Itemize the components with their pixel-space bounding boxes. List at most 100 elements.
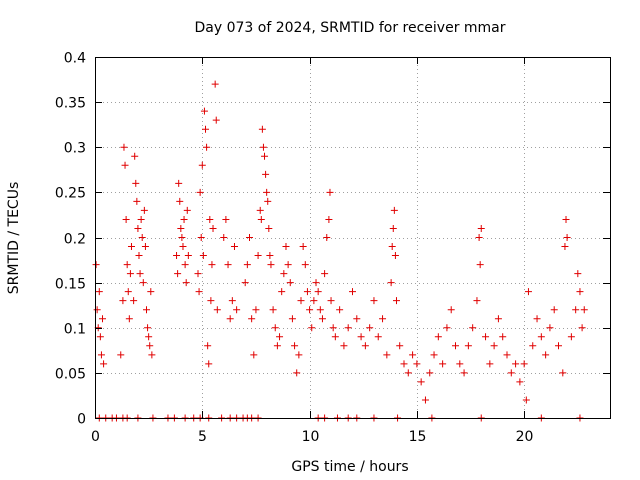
data-point [184,252,192,260]
data-point [134,224,142,232]
data-point [119,297,127,305]
data-point [177,224,185,232]
data-point [222,215,230,223]
data-point [572,306,580,314]
data-point [327,297,335,305]
data-point [299,243,307,251]
x-tick-label: 15 [409,429,427,445]
plot-frame [95,57,611,419]
data-point [331,333,339,341]
data-point [297,297,305,305]
data-point [228,297,236,305]
data-point [308,324,316,332]
data-point [203,143,211,151]
data-point [146,342,154,350]
y-tick-label: 0.4 [64,51,86,67]
data-point [561,243,569,251]
data-point [291,342,299,350]
data-point [267,261,275,269]
y-axis-label: SRMTID / TECUs [6,182,22,295]
x-axis-label: GPS time / hours [291,459,408,475]
data-point [262,170,270,178]
data-point [563,234,571,241]
data-point [391,252,399,260]
data-point [396,342,404,350]
data-point [310,297,318,305]
y-tick-label: 0.15 [55,277,86,293]
data-point [475,234,483,241]
data-point [430,351,438,359]
data-point [421,396,429,404]
y-tick-label: 0 [77,412,86,428]
data-point [199,252,207,260]
data-point [121,161,129,169]
data-point [336,306,344,314]
data-point [370,297,378,305]
data-point [261,152,269,160]
data-point [212,116,220,124]
data-point [256,206,264,214]
data-points [92,80,588,422]
data-point [460,369,468,377]
data-point [263,188,271,196]
data-point [257,215,265,223]
data-point [125,315,133,323]
data-point [434,333,442,341]
data-point [490,342,498,350]
data-point [226,315,234,323]
data-point [293,369,301,377]
data-point [200,107,208,115]
data-point [443,324,451,332]
data-point [174,270,182,278]
data-point [323,234,331,241]
data-point [559,369,567,377]
data-point [361,342,369,350]
data-point [447,306,455,314]
data-point [211,80,219,88]
data-point [417,378,425,386]
y-tick-label: 0.25 [55,186,86,202]
data-point [230,243,238,251]
data-point [181,261,189,269]
data-point [280,270,288,278]
data-point [533,315,541,323]
data-point [567,333,575,341]
data-point [276,333,284,341]
data-point [148,351,156,359]
data-point [301,261,309,269]
data-point [259,143,267,151]
chart-title: Day 073 of 2024, SRMTID for receiver mma… [194,20,505,36]
y-tick-label: 0.05 [55,367,86,383]
data-point [387,279,395,287]
data-point [264,197,272,205]
data-point [248,315,256,323]
data-point [542,351,550,359]
data-point [340,342,348,350]
data-point [522,396,530,404]
data-point [269,306,277,314]
data-point [97,351,105,359]
data-point [120,143,128,151]
data-point [529,342,537,350]
y-tick-label: 0.3 [64,141,86,157]
data-point [126,270,134,278]
data-point [537,333,545,341]
data-point [100,360,108,368]
data-point [265,224,273,232]
data-point [139,279,147,287]
data-point [329,324,337,332]
y-tick-label: 0.2 [64,232,86,248]
data-point [209,224,217,232]
data-point [516,378,524,386]
data-point [476,261,484,269]
data-point [494,315,502,323]
data-point [404,369,412,377]
data-point [562,215,570,223]
data-point [318,315,326,323]
data-point [326,188,334,196]
data-point [303,288,311,296]
data-point [252,306,260,314]
data-point [96,333,104,341]
